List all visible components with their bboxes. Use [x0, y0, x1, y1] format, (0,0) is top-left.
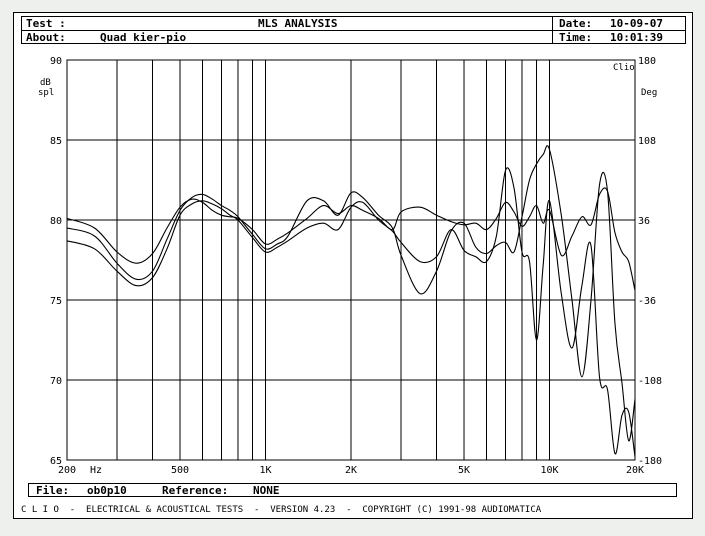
chart-series [66, 145, 636, 457]
date-label: Date: [559, 17, 593, 30]
x-tick-label: 1K [259, 465, 271, 476]
reference-value: NONE [253, 484, 280, 497]
x-tick-label: 2K [345, 465, 357, 476]
reference-label: Reference: [162, 484, 229, 497]
chart-grid [66, 59, 636, 461]
x-unit-label: Hz [90, 465, 102, 476]
file-value: ob0p10 [87, 484, 127, 497]
chart-labels: dB spl Deg Clio Hz 65 70 75 80 85 90 180 108 36 -… [38, 56, 662, 476]
footer-copyright: C L I O - ELECTRICAL & ACOUSTICAL TESTS … [21, 505, 542, 515]
time-value: 10:01:39 [610, 31, 663, 44]
header-divider [552, 17, 553, 43]
y-axis-label-line2: spl [38, 88, 54, 98]
series-line-3 [66, 167, 636, 457]
corner-label: Clio [613, 63, 635, 73]
y2-tick-label: -108 [638, 376, 662, 387]
y2-tick-label: 36 [638, 216, 650, 227]
header-row-test: Test : MLS ANALYSIS Date: 10-09-07 [22, 17, 685, 31]
y2-tick-label: -36 [638, 296, 656, 307]
y-tick-label: 85 [50, 136, 62, 147]
y-tick-label: 65 [50, 456, 62, 467]
x-tick-label: 500 [171, 465, 189, 476]
file-info-bar: File: ob0p10 Reference: NONE [28, 483, 677, 497]
window-frame [13, 12, 693, 519]
x-tick-label: 200 [58, 465, 76, 476]
x-tick-label: 5K [458, 465, 470, 476]
about-value: Quad kier-pio [100, 31, 187, 44]
analysis-title: MLS ANALYSIS [258, 17, 338, 30]
test-label: Test : [26, 17, 66, 30]
date-value: 10-09-07 [610, 17, 663, 30]
series-line-2 [66, 145, 636, 442]
header-panel: Test : MLS ANALYSIS Date: 10-09-07 About… [21, 16, 686, 44]
y-tick-label: 70 [50, 376, 62, 387]
file-label: File: [36, 484, 70, 497]
x-tick-label: 10K [540, 465, 558, 476]
time-label: Time: [559, 31, 593, 44]
y-axis-label-line1: dB [40, 78, 51, 88]
y-tick-label: 90 [50, 56, 62, 67]
header-row-about: About: Quad kier-pio Time: 10:01:39 [22, 31, 685, 44]
about-label: About: [26, 31, 66, 44]
y2-tick-label: 180 [638, 56, 656, 67]
y-tick-label: 75 [50, 296, 62, 307]
y-tick-label: 80 [50, 216, 62, 227]
y2-tick-label: -180 [638, 456, 662, 467]
y2-axis-label: Deg [641, 88, 657, 98]
x-tick-label: 20K [626, 465, 644, 476]
y2-tick-label: 108 [638, 136, 656, 147]
series-line-1 [66, 187, 636, 291]
